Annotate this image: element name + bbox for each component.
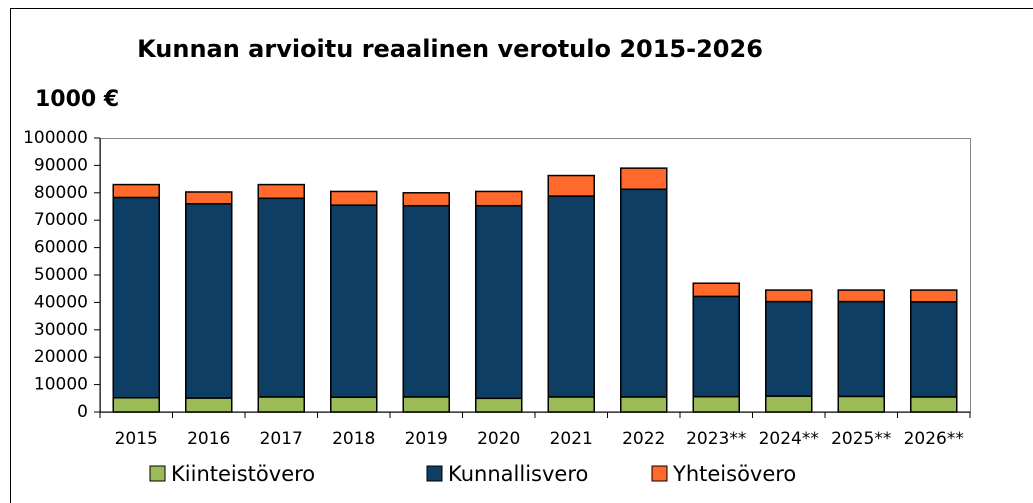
bar-segment [547, 174, 595, 197]
bar-segment [112, 196, 160, 399]
bar-segment [402, 396, 450, 413]
x-tick-label: 2020 [477, 429, 520, 449]
y-tick-label: 60000 [34, 238, 88, 258]
bar-segment [185, 191, 233, 205]
y-axis-label: 1000 € [35, 87, 119, 112]
bar-segment [692, 282, 740, 298]
x-tick-label: 2026** [904, 429, 964, 449]
bar-segment [475, 397, 523, 413]
bar-segment [475, 204, 523, 400]
x-tick-label: 2023** [686, 429, 746, 449]
x-tick-label: 2024** [759, 429, 819, 449]
bar-segment [910, 289, 958, 303]
bar-segment [765, 300, 813, 397]
x-tick-label: 2019 [405, 429, 448, 449]
bar-segment [837, 300, 885, 398]
bar-segment [765, 395, 813, 413]
bar-segment [910, 301, 958, 398]
bar-segment [257, 183, 305, 200]
bar-segment [330, 204, 378, 398]
y-tick-label: 20000 [34, 347, 88, 367]
bar-segment [547, 396, 595, 413]
y-tick-label: 50000 [34, 265, 88, 285]
chart-title: Kunnan arvioitu reaalinen verotulo 2015-… [137, 35, 763, 63]
y-tick-label: 90000 [34, 155, 88, 175]
bar-segment [547, 195, 595, 398]
bar-segment [185, 397, 233, 413]
bar-segment [330, 396, 378, 413]
y-tick-label: 100000 [23, 128, 88, 148]
x-tick-label: 2022 [622, 429, 665, 449]
bar-segment [330, 190, 378, 206]
bar-segment [475, 190, 523, 207]
bar-segment [765, 289, 813, 303]
bar-segment [620, 396, 668, 413]
bar-segment [837, 395, 885, 413]
bar-segment [185, 203, 233, 399]
bar-segment [692, 395, 740, 413]
y-tick-label: 30000 [34, 320, 88, 340]
bar-segment [257, 197, 305, 398]
x-tick-label: 2017 [260, 429, 303, 449]
bar-segment [620, 188, 668, 398]
legend-swatch [651, 465, 668, 482]
bar-segment [620, 167, 668, 190]
bar-segment [112, 397, 160, 413]
legend-label: Yhteisövero [672, 462, 796, 486]
y-tick-label: 10000 [34, 375, 88, 395]
bar-segment [402, 204, 450, 398]
bar-segment [257, 396, 305, 413]
bar-segment [112, 183, 160, 199]
bar-segment [402, 192, 450, 207]
y-tick-label: 40000 [34, 292, 88, 312]
x-tick-label: 2015 [115, 429, 158, 449]
legend-swatch [426, 465, 443, 482]
x-tick-label: 2018 [332, 429, 375, 449]
y-tick-label: 80000 [34, 183, 88, 203]
chart-frame [10, 8, 1033, 503]
bar-segment [837, 289, 885, 303]
legend-label: Kunnallisvero [448, 462, 588, 486]
legend-label: Kiinteistövero [171, 462, 315, 486]
x-tick-label: 2021 [550, 429, 593, 449]
legend-swatch [149, 465, 166, 482]
x-tick-label: 2025** [831, 429, 891, 449]
y-tick-label: 70000 [34, 210, 88, 230]
bar-segment [692, 295, 740, 398]
bar-segment [910, 396, 958, 413]
x-tick-label: 2016 [187, 429, 230, 449]
y-tick-label: 0 [77, 402, 88, 422]
